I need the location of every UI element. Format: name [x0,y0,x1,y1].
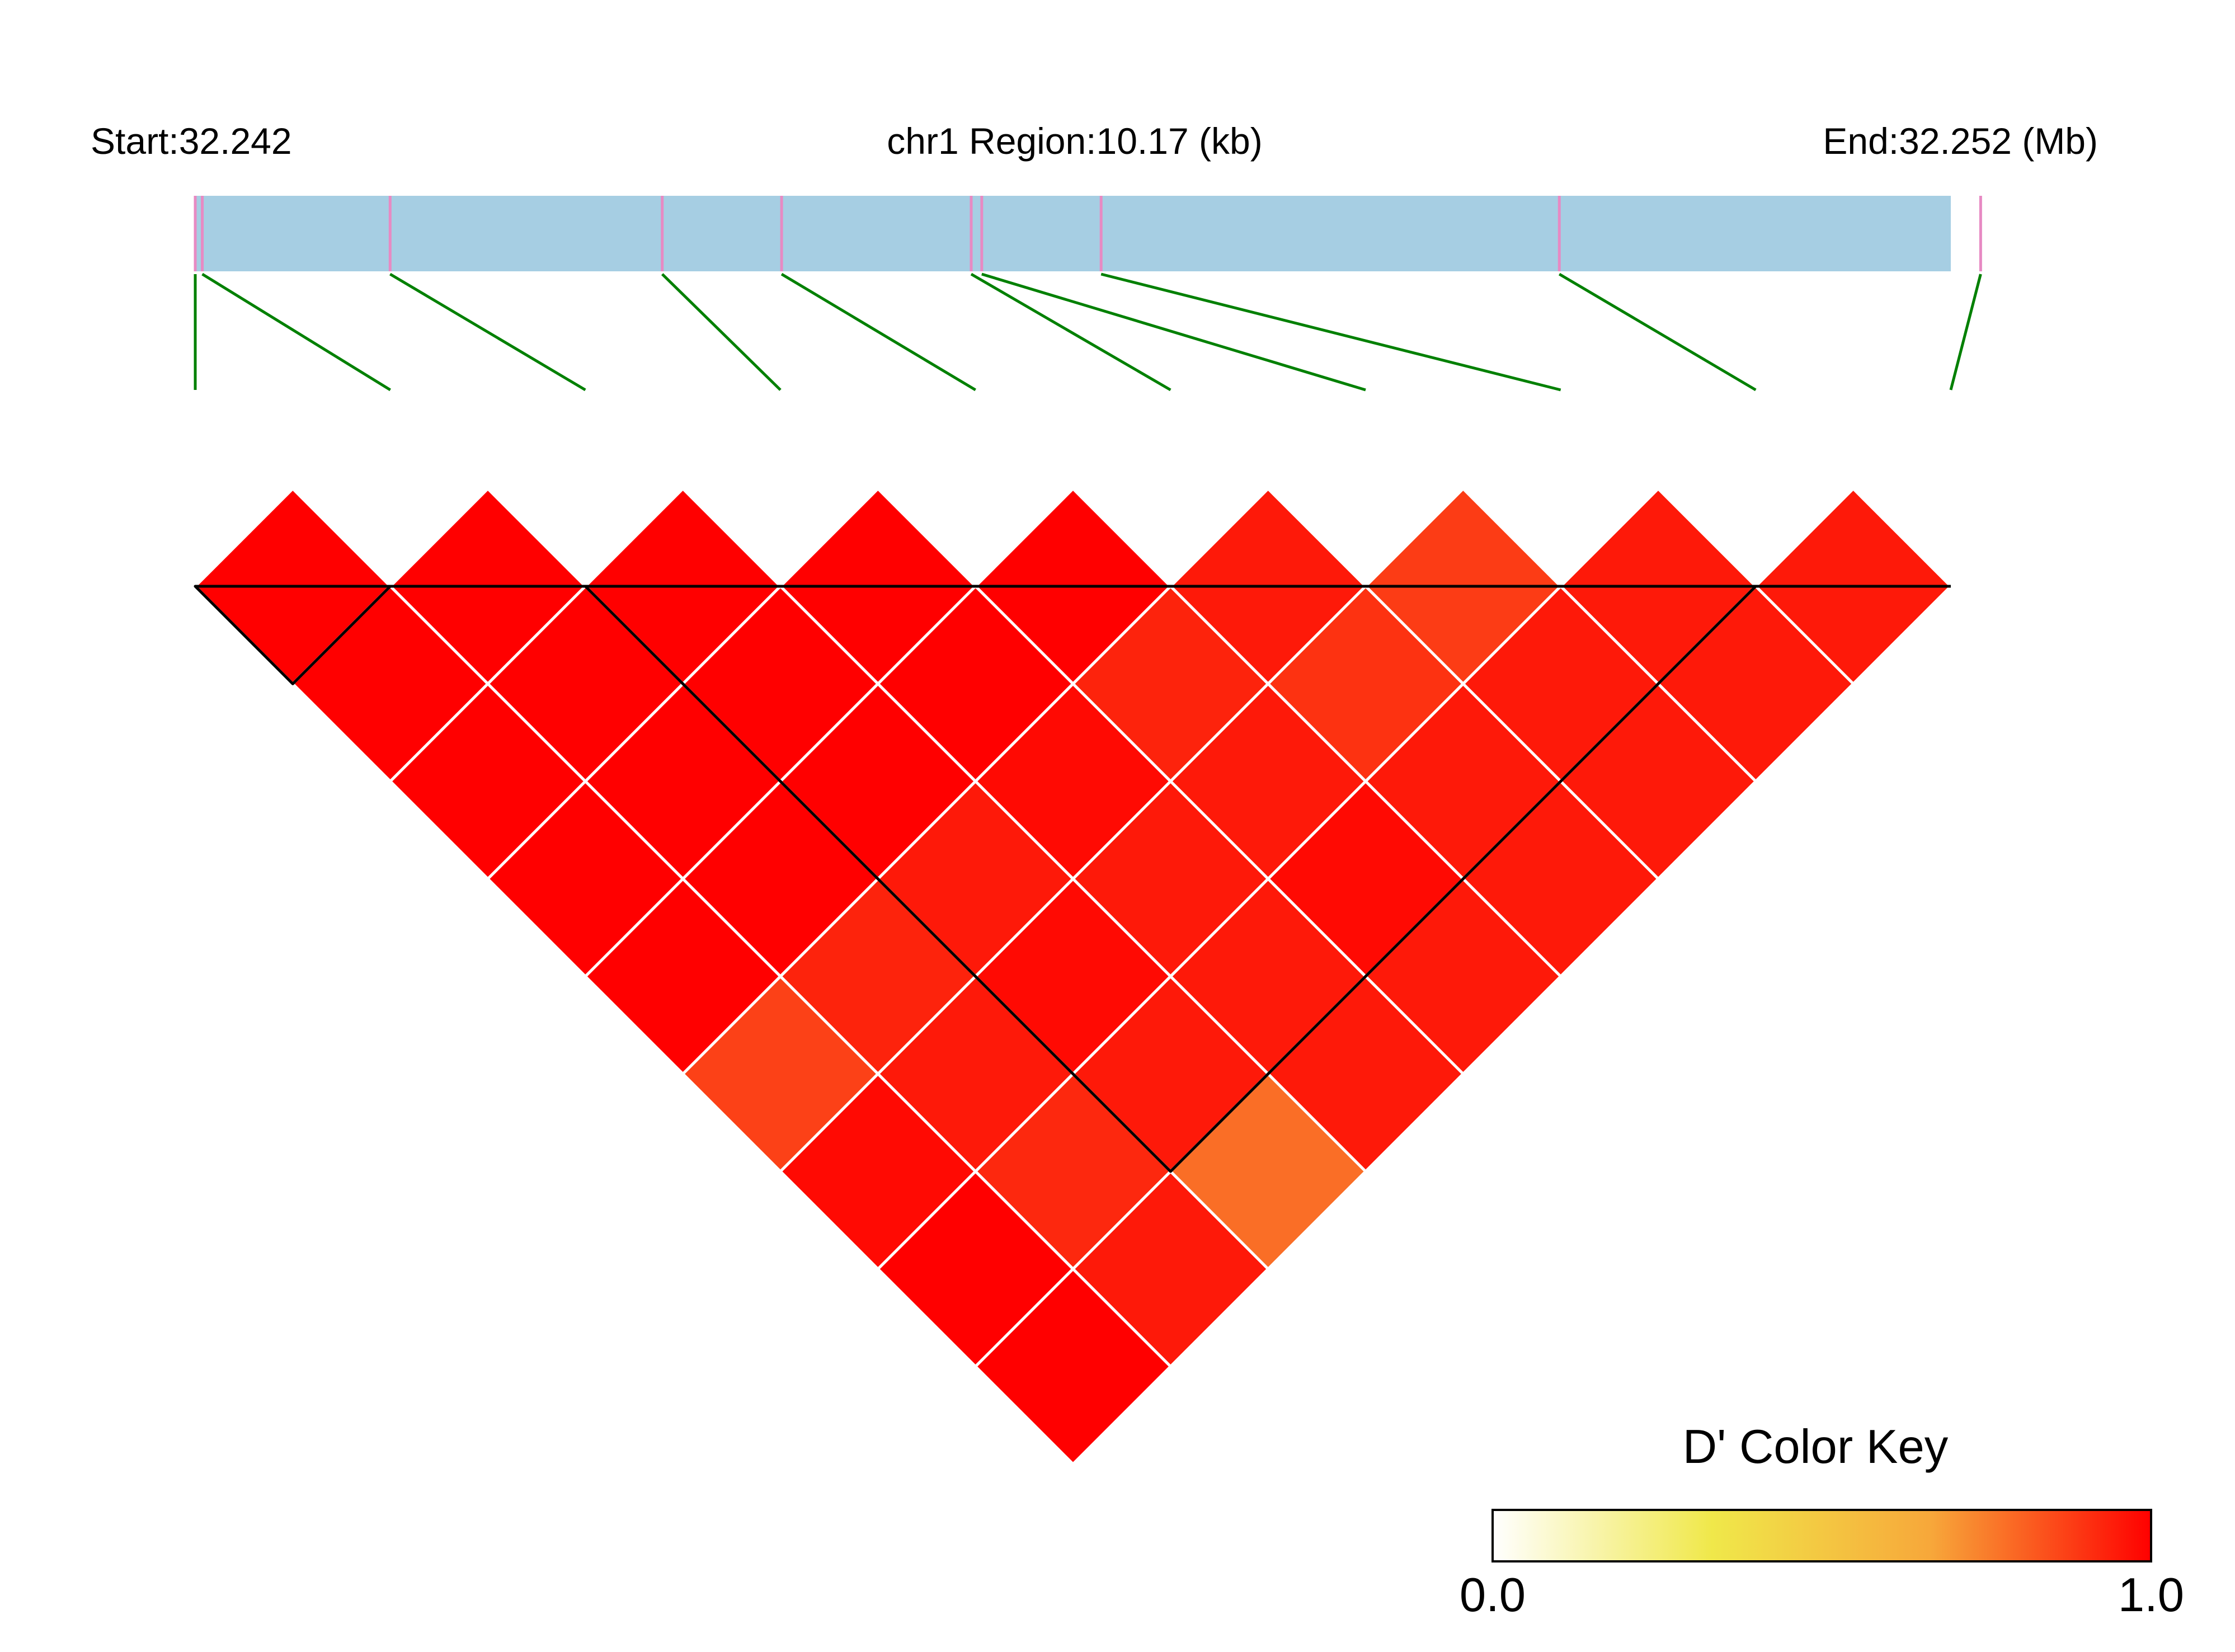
region-span-label: chr1 Region:10.17 (kb) [887,120,1262,162]
snp-connector-lines [194,272,1982,392]
snp-connector [1558,272,1757,392]
color-key-min-label: 0.0 [1460,1569,1526,1622]
region-end-label: End:32.252 (Mb) [1823,120,2098,162]
color-key-gradient-bar [1491,1509,2152,1562]
chromosome-region-bar [195,196,1951,271]
snp-connector [981,272,1366,392]
snp-connector [1949,274,1982,390]
region-start-label: Start:32.242 [91,120,292,162]
haplotype-block-outlines [194,585,1951,1173]
ld-cell [973,1267,1173,1466]
snp-connector [780,272,976,392]
snp-connector [389,272,586,392]
snp-connector [970,272,1171,392]
snp-connector [1100,272,1561,392]
color-key-title: D' Color Key [1683,1420,1949,1474]
snp-connector [201,272,391,392]
snp-connector [661,273,782,391]
snp-ticks [194,196,1982,271]
color-key-max-label: 1.0 [2118,1569,2184,1622]
ld-cells [193,487,1953,1466]
